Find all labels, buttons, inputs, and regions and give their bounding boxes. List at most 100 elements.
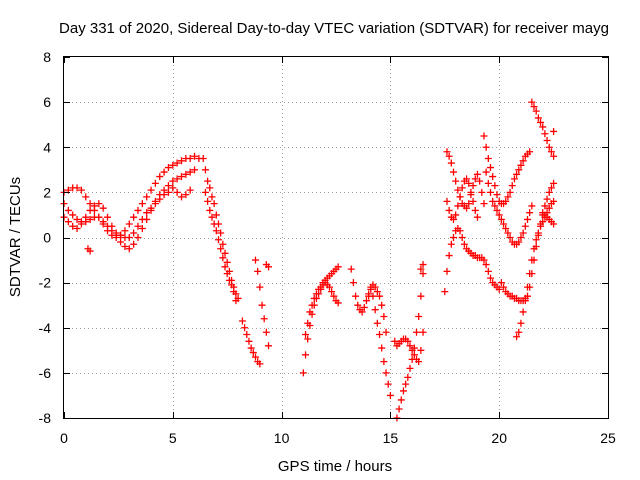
data-series [391, 328, 427, 366]
data-point-marker [156, 195, 164, 203]
data-point-marker [534, 229, 542, 237]
data-point-marker [191, 152, 199, 160]
data-point-marker [373, 288, 381, 296]
data-point-marker [502, 224, 510, 232]
data-point-marker [541, 202, 549, 210]
data-point-marker [130, 229, 138, 237]
data-point-marker [312, 290, 320, 298]
data-point-marker [478, 188, 486, 196]
data-point-marker [143, 209, 151, 217]
data-series [302, 263, 342, 339]
data-point-marker [178, 173, 186, 181]
data-point-marker [360, 303, 368, 311]
data-point-marker [86, 200, 94, 208]
data-point-marker [484, 179, 492, 187]
data-point-marker [302, 351, 310, 359]
x-tick-label: 15 [383, 430, 399, 446]
data-point-marker [413, 328, 421, 336]
data-point-marker [69, 211, 77, 219]
data-point-marker [225, 276, 233, 284]
data-point-marker [219, 240, 227, 248]
data-point-marker [545, 204, 553, 212]
data-point-marker [458, 234, 466, 241]
data-point-marker [125, 220, 133, 228]
data-point-marker [406, 364, 414, 372]
data-point-marker [256, 360, 264, 368]
data-point-marker [349, 279, 357, 287]
data-point-marker [382, 369, 390, 377]
data-point-marker [508, 182, 516, 190]
data-point-marker [376, 292, 384, 300]
data-point-marker [497, 215, 505, 223]
data-point-marker [160, 191, 168, 199]
data-point-marker [302, 331, 310, 339]
data-point-marker [151, 179, 159, 187]
data-point-marker [251, 353, 259, 361]
data-series [441, 224, 503, 296]
data-point-marker [186, 155, 194, 163]
data-point-marker [90, 202, 98, 210]
data-point-marker [243, 331, 251, 339]
data-point-marker [182, 191, 190, 199]
data-point-marker [491, 202, 499, 210]
data-point-marker [73, 215, 81, 223]
data-point-marker [77, 186, 85, 194]
data-point-marker [419, 328, 427, 336]
data-point-marker [308, 301, 316, 309]
data-point-marker [450, 168, 458, 176]
data-point-marker [362, 297, 370, 305]
data-point-marker [550, 179, 558, 187]
data-point-marker [456, 227, 464, 235]
data-point-marker [391, 337, 399, 345]
data-point-marker [445, 206, 453, 214]
data-series [513, 197, 558, 341]
data-point-marker [402, 380, 410, 388]
data-point-marker [317, 283, 325, 291]
data-point-marker [530, 245, 538, 253]
data-point-marker [517, 161, 525, 169]
data-point-marker [104, 213, 112, 221]
data-point-marker [419, 270, 427, 278]
data-point-marker [160, 168, 168, 176]
data-point-marker [206, 206, 214, 214]
data-point-marker [539, 218, 547, 226]
data-point-marker [480, 200, 488, 208]
data-point-marker [247, 344, 255, 352]
data-point-marker [223, 270, 231, 278]
data-point-marker [143, 193, 151, 201]
data-point-marker [204, 177, 212, 185]
data-point-marker [77, 220, 85, 228]
data-point-marker [208, 193, 216, 201]
data-point-marker [504, 229, 512, 237]
data-point-marker [476, 177, 484, 185]
data-point-marker [482, 143, 490, 151]
data-point-marker [169, 177, 177, 185]
data-point-marker [500, 283, 508, 291]
data-point-marker [395, 405, 403, 413]
data-point-marker [371, 283, 379, 291]
y-tick-label: 6 [43, 94, 51, 110]
data-point-marker [482, 168, 490, 176]
data-point-marker [378, 301, 386, 309]
data-point-marker [95, 200, 103, 208]
data-point-marker [545, 188, 553, 196]
data-point-marker [519, 308, 527, 316]
data-point-marker [447, 159, 455, 167]
data-point-marker [443, 148, 451, 156]
x-axis-label: GPS time / hours [278, 458, 392, 475]
data-point-marker [210, 200, 218, 208]
data-point-marker [186, 186, 194, 194]
data-point-marker [473, 213, 481, 221]
data-point-marker [404, 373, 412, 381]
data-point-marker [217, 245, 225, 253]
data-point-marker [543, 195, 551, 203]
data-point-marker [506, 188, 514, 196]
data-series [443, 175, 481, 223]
data-point-marker [208, 213, 216, 221]
data-point-marker [265, 342, 273, 350]
data-point-marker [304, 335, 312, 343]
data-point-marker [358, 308, 366, 316]
data-point-marker [260, 315, 268, 323]
data-point-marker [528, 202, 536, 210]
